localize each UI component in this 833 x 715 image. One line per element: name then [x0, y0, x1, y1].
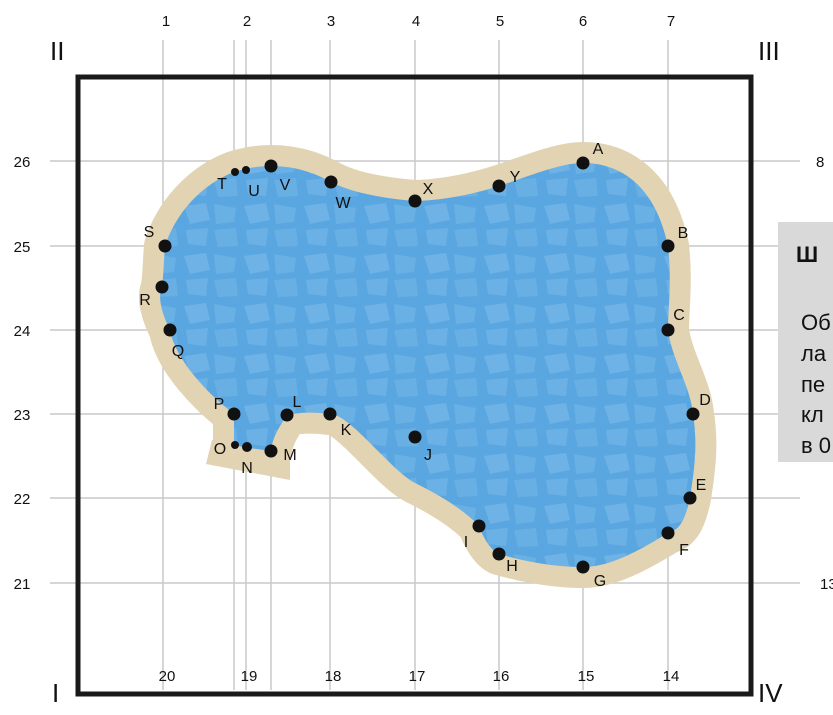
bottom-axis-label: 17	[409, 668, 426, 685]
survey-point-p	[228, 408, 241, 421]
survey-point-x	[409, 195, 422, 208]
corner-label-bottom-left: I	[52, 678, 59, 708]
survey-point-a	[577, 157, 590, 170]
callout-line: кл	[801, 402, 824, 428]
instruction-callout: Ш Об ла пе кл в 0	[778, 222, 833, 462]
left-axis-label: 25	[14, 239, 31, 256]
survey-point-label: D	[699, 392, 711, 409]
left-axis-label: 23	[14, 407, 31, 424]
survey-point-label: H	[506, 558, 518, 575]
survey-point-d	[687, 408, 700, 421]
survey-point-r	[156, 281, 169, 294]
top-axis-label: 6	[579, 13, 587, 30]
survey-point-e	[684, 492, 697, 505]
survey-point-t	[231, 168, 239, 176]
callout-line: Об	[801, 310, 831, 336]
top-axis-label: 4	[412, 13, 420, 30]
left-axis-label: 21	[14, 576, 31, 593]
survey-point-label: J	[424, 447, 432, 464]
corner-label-bottom-right: IV	[758, 678, 783, 708]
top-axis-label: 5	[496, 13, 504, 30]
top-axis-label: 7	[667, 13, 675, 30]
left-axis-label: 22	[14, 491, 31, 508]
bottom-axis-label: 18	[325, 668, 342, 685]
survey-point-label: L	[293, 394, 302, 411]
survey-point-label: E	[696, 477, 707, 494]
survey-point-label: O	[214, 441, 226, 458]
survey-point-g	[577, 561, 590, 574]
top-axis-label: 3	[327, 13, 335, 30]
survey-point-s	[159, 240, 172, 253]
callout-line: пе	[801, 372, 825, 398]
survey-point-label: G	[594, 573, 606, 590]
survey-point-o	[231, 441, 239, 449]
pool-shape	[160, 163, 695, 567]
right-axis-label: 8	[816, 154, 824, 171]
survey-point-label: V	[280, 177, 291, 194]
survey-point-k	[324, 408, 337, 421]
survey-point-label: K	[341, 422, 352, 439]
bottom-axis-label: 15	[578, 668, 595, 685]
survey-point-label: N	[241, 460, 253, 477]
survey-point-label: M	[283, 447, 296, 464]
survey-point-c	[662, 324, 675, 337]
survey-point-label: Q	[172, 343, 184, 360]
survey-point-label: B	[678, 225, 689, 242]
survey-point-q	[164, 324, 177, 337]
left-axis-label: 26	[14, 154, 31, 171]
left-axis-label: 24	[14, 323, 31, 340]
survey-point-i	[473, 520, 486, 533]
survey-point-label: W	[335, 195, 351, 212]
right-axis-label: 13	[820, 576, 833, 593]
survey-point-v	[265, 160, 278, 173]
survey-point-l	[281, 409, 294, 422]
survey-point-label: R	[139, 292, 151, 309]
survey-point-b	[662, 240, 675, 253]
survey-point-label: X	[423, 181, 434, 198]
survey-point-label: F	[679, 542, 689, 559]
bottom-axis-label: 14	[663, 668, 680, 685]
survey-point-label: U	[248, 183, 260, 200]
survey-point-u	[242, 166, 250, 174]
survey-point-label: P	[214, 396, 225, 413]
survey-point-label: C	[673, 307, 685, 324]
survey-point-label: Y	[510, 169, 521, 186]
bottom-axis-label: 19	[241, 668, 258, 685]
survey-point-n	[242, 442, 252, 452]
top-axis-label: 2	[243, 13, 251, 30]
survey-point-y	[493, 180, 506, 193]
survey-point-label: T	[217, 176, 227, 193]
callout-line: в 0	[801, 433, 831, 459]
survey-point-label: S	[144, 224, 155, 241]
callout-line: ла	[801, 341, 826, 367]
corner-label-top-right: III	[758, 36, 780, 66]
survey-point-h	[493, 548, 506, 561]
survey-point-f	[662, 527, 675, 540]
survey-point-label: A	[593, 141, 604, 158]
top-axis-label: 1	[162, 13, 170, 30]
survey-point-m	[265, 445, 278, 458]
survey-point-label: I	[464, 534, 468, 551]
corner-label-top-left: II	[50, 36, 64, 66]
survey-point-j	[409, 431, 422, 444]
callout-title: Ш	[796, 242, 818, 268]
survey-point-w	[325, 176, 338, 189]
bottom-axis-label: 20	[159, 668, 176, 685]
bottom-axis-label: 16	[493, 668, 510, 685]
